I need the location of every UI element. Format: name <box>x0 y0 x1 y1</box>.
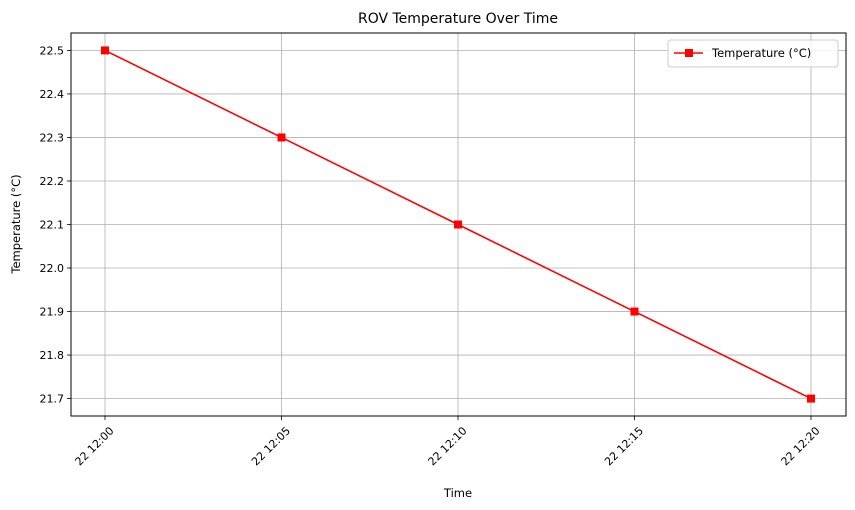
x-tick-label: 22 12:10 <box>426 424 470 468</box>
y-tick-label: 22.4 <box>40 88 65 101</box>
y-tick-label: 21.7 <box>40 393 65 406</box>
ticks-layer: 22 12:00 22 12:05 22 12:10 22 12:15 22 12:20… <box>40 44 823 468</box>
data-point <box>807 394 815 403</box>
x-axis-label: Time <box>443 486 472 500</box>
x-tick-label: 22 12:15 <box>602 424 646 468</box>
data-point <box>101 46 109 55</box>
y-tick-label: 22.2 <box>40 175 65 188</box>
y-tick-label: 21.8 <box>40 349 65 362</box>
y-tick-label: 22.5 <box>40 44 65 57</box>
y-tick-label: 22.3 <box>40 131 65 144</box>
y-tick-label: 22.0 <box>40 262 65 275</box>
data-point <box>277 133 286 142</box>
y-tick-label: 22.1 <box>40 219 65 232</box>
data-point <box>630 307 639 316</box>
data-point <box>454 220 462 229</box>
x-tick-label: 22 12:00 <box>73 424 117 468</box>
legend-marker <box>685 49 693 57</box>
x-tick-label: 22 12:20 <box>779 424 823 468</box>
plot-area-frame <box>70 32 847 417</box>
legend-box <box>667 39 839 68</box>
legend: Temperature (°C) <box>667 39 839 68</box>
series-layer <box>101 46 815 403</box>
y-tick-label: 21.9 <box>40 306 65 319</box>
legend-label: Temperature (°C) <box>711 46 811 60</box>
x-tick-label: 22 12:05 <box>249 424 293 468</box>
chart-title: ROV Temperature Over Time <box>358 11 558 27</box>
y-axis-label: Temperature (°C) <box>9 174 23 274</box>
